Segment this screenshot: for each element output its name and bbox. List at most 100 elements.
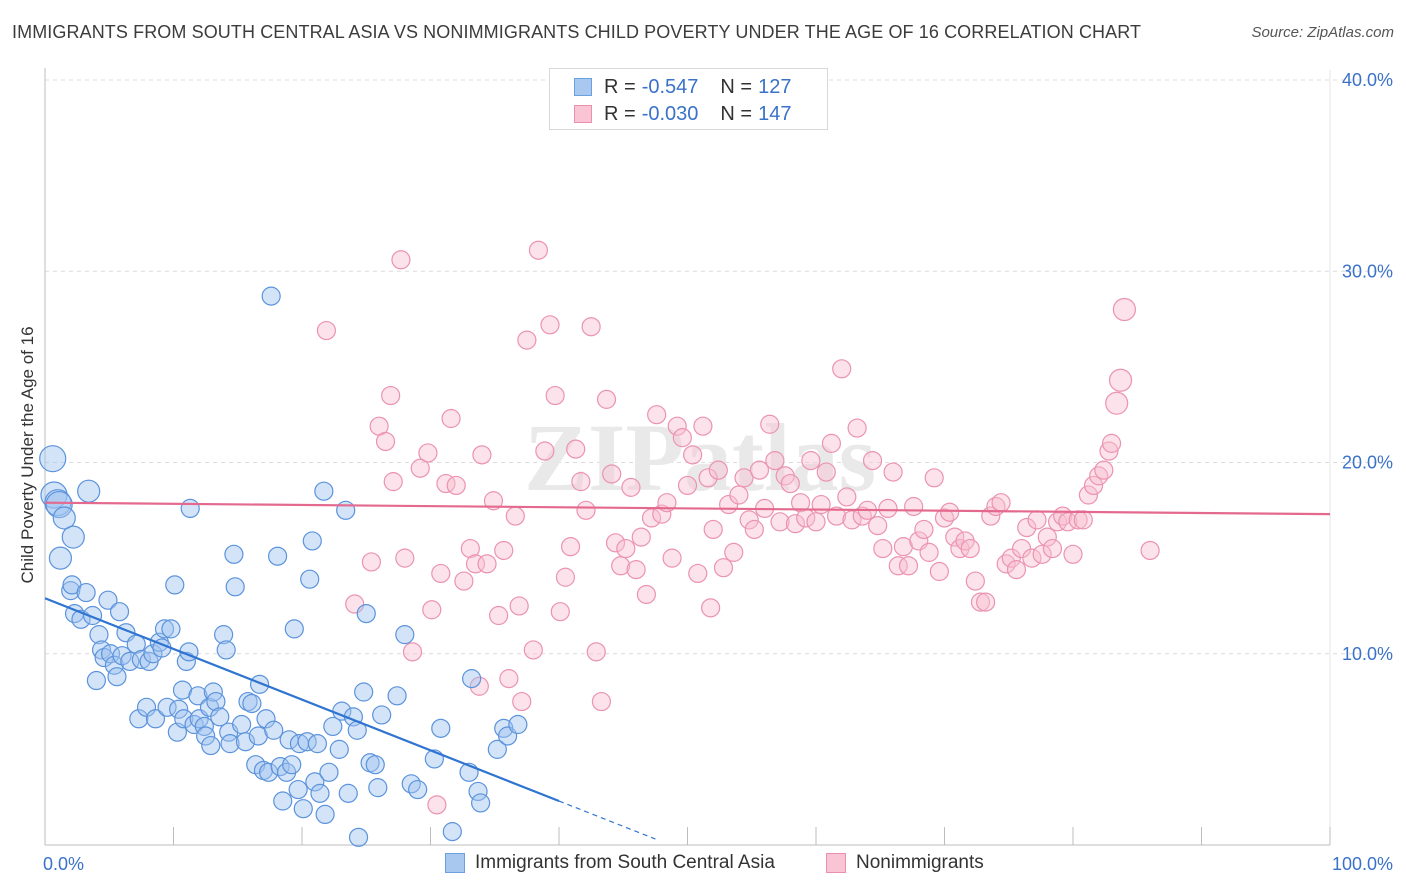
point-immigrants [206,691,226,712]
point-nonimmigrants [410,458,430,478]
point-nonimmigrants [591,691,612,712]
point-nonimmigrants [472,445,492,465]
point-nonimmigrants [826,506,847,526]
trend-line-immigrants-extension [558,800,656,840]
n-label: N = [720,75,753,98]
point-immigrants [104,655,124,675]
point-immigrants [288,779,308,800]
point-immigrants [372,705,392,725]
legend-item-nonimmigrants: Nonimmigrants [826,852,984,874]
point-nonimmigrants [1011,538,1032,559]
y-tick-label: 40.0% [1342,70,1393,90]
point-nonimmigrants [391,250,411,270]
point-nonimmigrants [422,600,442,620]
point-immigrants [86,670,107,691]
point-immigrants [368,778,388,798]
point-nonimmigrants [1022,548,1042,568]
point-immigrants [314,481,334,501]
point-nonimmigrants [934,508,955,528]
point-nonimmigrants [816,462,836,482]
point-nonimmigrants [821,433,842,453]
point-immigrants [300,569,320,589]
point-nonimmigrants [509,596,529,616]
point-nonimmigrants [683,445,703,465]
point-nonimmigrants [494,540,514,561]
point-nonimmigrants [1083,475,1104,496]
point-nonimmigrants [535,441,555,461]
watermark: ZIPatlas [524,404,876,511]
point-nonimmigrants [545,385,565,406]
source-label: Source: ZipAtlas.com [1251,24,1394,41]
point-nonimmigrants [586,642,606,662]
point-immigrants [107,667,127,687]
point-nonimmigrants [566,439,586,459]
point-nonimmigrants [940,502,960,522]
point-immigrants [310,783,330,803]
point-nonimmigrants [1099,441,1119,461]
point-immigrants [112,646,132,666]
point-nonimmigrants [611,556,631,576]
point-nonimmigrants [703,519,723,540]
point-nonimmigrants [528,240,549,260]
r-label: R = [604,75,636,98]
chart-title: IMMIGRANTS FROM SOUTH CENTRAL ASIA VS NO… [12,22,1142,42]
point-nonimmigrants [605,533,626,553]
point-nonimmigrants [383,472,403,492]
point-immigrants [194,716,214,737]
point-nonimmigrants [1063,544,1083,564]
point-immigrants [249,674,270,694]
point-nonimmigrants [832,359,852,379]
point-immigrants [471,793,491,813]
point-nonimmigrants [1006,559,1027,580]
point-immigrants [145,709,166,729]
legend-label-nonimmigrants: Nonimmigrants [856,852,984,873]
point-nonimmigrants [919,542,939,562]
point-nonimmigrants [883,462,903,482]
point-immigrants [395,625,415,645]
y-tick-label: 30.0% [1342,261,1393,281]
point-immigrants [442,822,462,842]
point-nonimmigrants [1027,510,1047,530]
point-immigrants [225,577,245,597]
point-immigrants [508,714,528,735]
x-tick-label: 0.0% [43,854,84,874]
n-label: N = [720,102,753,125]
x-tick-label: 100.0% [1332,854,1393,874]
point-nonimmigrants [465,554,486,574]
point-immigrants [293,799,313,819]
point-nonimmigrants [1078,485,1099,505]
point-nonimmigrants [477,554,497,574]
point-immigrants [408,779,428,800]
axes [44,68,1331,846]
point-nonimmigrants [1108,368,1133,392]
point-immigrants [319,762,339,782]
point-nonimmigrants [460,538,480,559]
point-nonimmigrants [744,519,764,540]
point-nonimmigrants [904,496,924,517]
point-nonimmigrants [749,460,770,480]
point-nonimmigrants [708,460,728,480]
point-immigrants [98,590,118,610]
point-nonimmigrants [914,519,934,540]
trend-line-immigrants [44,597,560,803]
point-nonimmigrants [878,498,898,518]
point-nonimmigrants [996,554,1016,574]
point-immigrants [264,720,284,740]
point-nonimmigrants [621,477,641,497]
point-nonimmigrants [523,640,543,660]
point-nonimmigrants [898,556,919,576]
point-immigrants [305,772,325,792]
point-nonimmigrants [837,487,857,507]
point-immigrants [256,709,276,729]
point-nonimmigrants [540,315,560,335]
point-nonimmigrants [427,795,447,815]
point-immigrants [82,605,103,626]
point-immigrants [336,500,356,520]
point-immigrants [76,582,96,603]
point-immigrants [61,581,81,601]
point-immigrants [387,686,407,706]
point-nonimmigrants [1017,517,1037,538]
point-immigrants [169,699,189,719]
point-immigrants [161,619,181,639]
